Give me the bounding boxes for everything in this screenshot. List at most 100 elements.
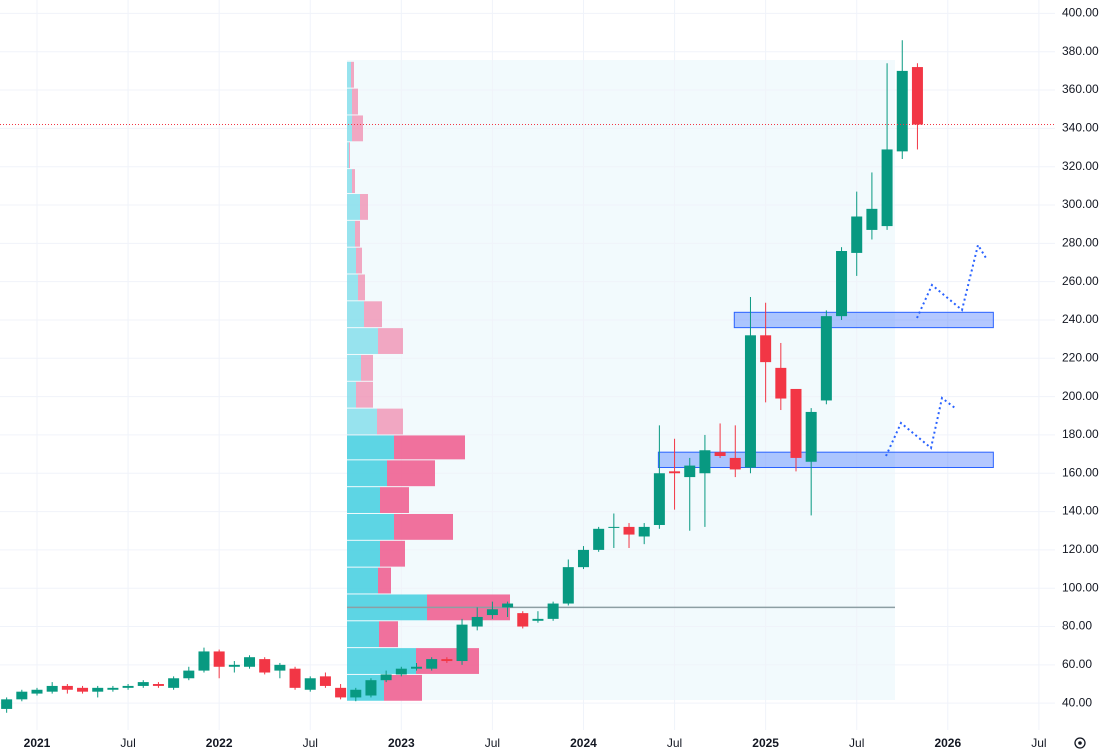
profile-up-bar — [347, 435, 394, 460]
y-tick-label: 100.00 — [1062, 580, 1099, 594]
candle-body — [593, 528, 605, 550]
candle-body — [623, 526, 635, 535]
profile-down-bar — [352, 88, 358, 115]
profile-up-bar — [347, 621, 379, 648]
profile-down-bar — [380, 540, 405, 567]
candle-body — [16, 691, 28, 700]
profile-down-bar — [380, 487, 409, 513]
candle-body — [228, 664, 240, 667]
y-tick-label: 220.00 — [1062, 350, 1099, 364]
candle-body — [532, 618, 544, 621]
x-tick-label: 2023 — [388, 736, 415, 750]
candle-body — [107, 687, 119, 690]
candle-body — [1, 699, 13, 709]
candle-body — [46, 685, 58, 692]
candle-body — [851, 216, 863, 253]
candle-body — [365, 680, 377, 696]
candle-body — [669, 471, 681, 474]
y-tick-label: 80.00 — [1062, 619, 1092, 633]
y-tick-label: 60.00 — [1062, 657, 1092, 671]
zone — [733, 311, 994, 329]
y-tick-label: 140.00 — [1062, 504, 1099, 518]
candle-body — [213, 651, 225, 667]
x-tick-label: Jul — [1031, 736, 1046, 750]
profile-up-bar — [347, 487, 380, 513]
profile-up-bar — [347, 142, 349, 169]
candle-body — [244, 657, 256, 667]
y-tick-label: 280.00 — [1062, 236, 1099, 250]
candle-body — [486, 609, 498, 616]
candle-body — [881, 149, 893, 227]
profile-up-bar — [347, 408, 377, 435]
y-tick-label: 40.00 — [1062, 695, 1092, 709]
profile-up-bar — [347, 194, 360, 220]
candle-body — [456, 624, 468, 662]
profile-up-bar — [347, 540, 380, 567]
candle-body — [380, 674, 392, 681]
profile-up-bar — [347, 381, 356, 408]
candle-body — [684, 465, 696, 478]
candle-body — [92, 687, 104, 692]
candle-body — [653, 473, 665, 525]
x-tick-label: 2022 — [206, 736, 233, 750]
profile-down-bar — [379, 621, 398, 648]
profile-down-bar — [364, 301, 382, 328]
profile-up-bar — [347, 354, 361, 381]
profile-up-bar — [347, 328, 378, 354]
candle-body — [152, 684, 164, 686]
candle-body — [426, 659, 438, 669]
projection-path — [885, 396, 956, 457]
candle-body — [820, 316, 832, 401]
profile-down-bar — [356, 381, 373, 408]
candle-body — [441, 659, 453, 662]
candle-body — [547, 603, 559, 619]
x-tick-label: 2026 — [934, 736, 961, 750]
candle-body — [502, 603, 514, 608]
candle-body — [335, 687, 347, 698]
profile-down-bar — [358, 274, 365, 301]
profile-down-bar — [378, 328, 403, 354]
profile-down-bar — [349, 142, 350, 169]
x-tick-label: Jul — [485, 736, 500, 750]
profile-down-bar — [416, 648, 479, 674]
zone — [657, 451, 994, 469]
y-tick-label: 360.00 — [1062, 82, 1099, 96]
profile-down-bar — [360, 194, 368, 220]
settings-icon[interactable] — [1074, 737, 1086, 749]
candle-body — [577, 549, 589, 568]
candle-body — [608, 526, 620, 528]
y-tick-label: 400.00 — [1062, 6, 1099, 20]
x-tick-label: Jul — [849, 736, 864, 750]
y-tick-label: 380.00 — [1062, 44, 1099, 58]
candle-body — [137, 682, 149, 686]
candle-body — [866, 208, 878, 230]
candle-body — [729, 457, 741, 470]
profile-down-bar — [394, 435, 465, 460]
profile-up-bar — [347, 460, 387, 487]
x-tick-label: Jul — [303, 736, 318, 750]
candle-body — [699, 450, 711, 474]
candle-body — [411, 666, 422, 669]
y-tick-label: 120.00 — [1062, 542, 1099, 556]
candle-body — [350, 689, 362, 698]
candle-body — [289, 668, 301, 688]
profile-up-bar — [347, 88, 352, 115]
candle-body — [638, 526, 650, 537]
x-tick-label: 2024 — [570, 736, 597, 750]
y-tick-label: 340.00 — [1062, 121, 1099, 135]
x-tick-label: Jul — [120, 736, 135, 750]
candle-body — [304, 678, 316, 690]
candle-body — [517, 613, 529, 627]
candle-body — [911, 67, 923, 125]
profile-up-bar — [347, 220, 355, 247]
profile-up-bar — [347, 513, 394, 540]
profile-up-bar — [347, 567, 378, 594]
candle-body — [790, 388, 802, 458]
y-tick-label: 260.00 — [1062, 274, 1099, 288]
candle-body — [395, 668, 407, 675]
profile-up-bar — [347, 274, 358, 301]
candle-body — [805, 411, 817, 462]
profile-down-bar — [361, 354, 373, 381]
candle-body — [562, 567, 574, 604]
